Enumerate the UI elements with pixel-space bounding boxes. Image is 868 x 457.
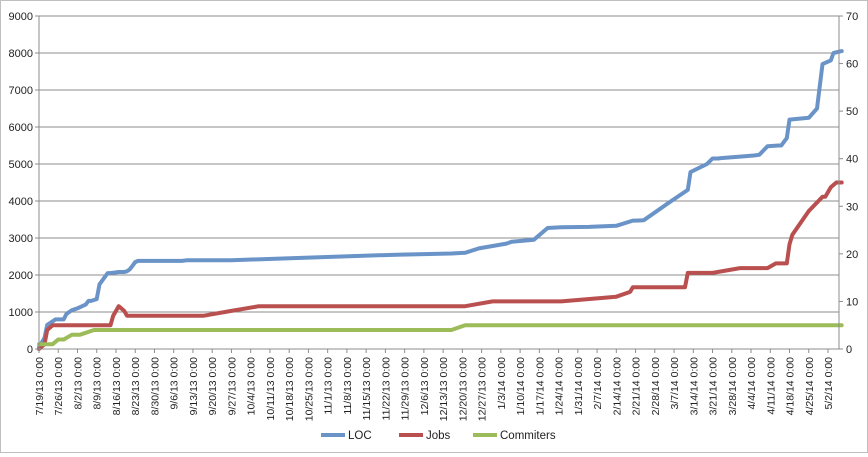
series-line-jobs [37,180,844,351]
y2-tick-label: 0 [846,344,852,356]
x-tick-label: 3/7/14 0:00 [669,357,681,410]
x-tick-label: 1/24/14 0:00 [554,357,566,416]
y-tick-label: 6000 [9,122,33,134]
y-tick-label: 5000 [9,159,33,171]
x-tick-label: 11/8/13 0:00 [342,357,354,415]
series-lines [37,49,844,351]
y-tick-label: 8000 [9,48,33,60]
x-tick-label: 10/25/13 0:00 [303,357,315,421]
x-tick-label: 1/3/14 0:00 [496,357,508,410]
y2-tick-label: 70 [846,11,858,23]
y-tick-label: 2000 [9,270,33,282]
x-tick-label: 12/27/13 0:00 [477,357,489,421]
series-line-loc [37,49,844,350]
series-line-commiters [37,323,844,347]
legend-label-loc: LOC [348,430,372,442]
x-tick-label: 7/26/13 0:00 [53,357,65,416]
x-tick-label: 12/6/13 0:00 [419,357,431,416]
legend-label-jobs: Jobs [426,430,451,442]
x-tick-label: 4/11/14 0:00 [765,357,777,415]
x-tick-label: 11/22/13 0:00 [380,357,392,421]
x-tick-label: 4/25/14 0:00 [804,357,816,416]
x-tick-label: 9/20/13 0:00 [207,357,219,416]
y-tick-label: 7000 [9,85,33,97]
x-tick-label: 1/31/14 0:00 [573,357,585,416]
x-tick-label: 10/11/13 0:00 [265,357,277,421]
y-tick-label: 1000 [9,307,33,319]
y2-tick-label: 30 [846,201,858,213]
x-tick-label: 9/27/13 0:00 [226,357,238,416]
x-tick-label: 3/14/14 0:00 [688,357,700,416]
y2-tick-label: 20 [846,249,858,261]
x-tick-label: 2/7/14 0:00 [592,357,604,410]
x-tick-label: 8/23/13 0:00 [130,357,142,416]
x-tick-label: 2/14/14 0:00 [611,357,623,416]
y-tick-label: 9000 [9,11,33,23]
y-tick-label: 3000 [9,233,33,245]
y2-tick-label: 50 [846,106,858,118]
legend: LOC Jobs Commiters [321,430,556,442]
x-tick-label: 8/16/13 0:00 [111,357,123,416]
x-tick-label: 1/17/14 0:00 [534,357,546,416]
x-tick-label: 10/4/13 0:00 [246,357,258,416]
x-tick-label: 2/21/14 0:00 [631,357,643,416]
x-tick-label: 1/10/14 0:00 [515,357,527,416]
y-tick-label: 4000 [9,196,33,208]
x-tick-label: 4/4/14 0:00 [746,357,758,410]
x-tick-label: 10/18/13 0:00 [284,357,296,421]
axes [38,16,840,350]
x-tick-label: 3/21/14 0:00 [708,357,720,416]
x-tick-label: 9/6/13 0:00 [169,357,181,410]
y-tick-label: 0 [27,344,33,356]
x-tick-label: 8/2/13 0:00 [72,357,84,410]
x-tick-label: 9/13/13 0:00 [188,357,200,416]
x-tick-label: 11/1/13 0:00 [323,357,335,415]
x-tick-label: 7/19/13 0:00 [34,357,46,416]
x-tick-label: 12/13/13 0:00 [438,357,450,421]
x-tick-label: 11/15/13 0:00 [361,357,373,421]
y2-tick-label: 10 [846,296,858,308]
x-tick-label: 12/20/13 0:00 [457,357,469,421]
gridlines [39,15,839,313]
y-axis-right-ticks: 0 10 20 30 40 50 60 70 [839,11,858,356]
y2-tick-label: 40 [846,154,858,166]
x-tick-label: 4/18/14 0:00 [785,357,797,416]
x-tick-label: 3/28/14 0:00 [727,357,739,416]
y2-tick-label: 60 [846,59,858,71]
y-axis-left-ticks: 0 1000 2000 3000 4000 5000 6000 7000 8000 9000 [9,11,39,356]
legend-label-commiters: Commiters [500,430,556,442]
x-tick-label: 8/30/13 0:00 [149,357,161,416]
x-tick-label: 8/9/13 0:00 [92,357,104,410]
x-tick-label: 2/28/14 0:00 [650,357,662,416]
x-tick-label: 5/2/14 0:00 [823,357,835,410]
x-axis-ticks: 7/19/13 0:00 7/26/13 0:00 8/2/13 0:00 8/9/1… [34,349,835,421]
x-tick-label: 11/29/13 0:00 [400,357,412,421]
